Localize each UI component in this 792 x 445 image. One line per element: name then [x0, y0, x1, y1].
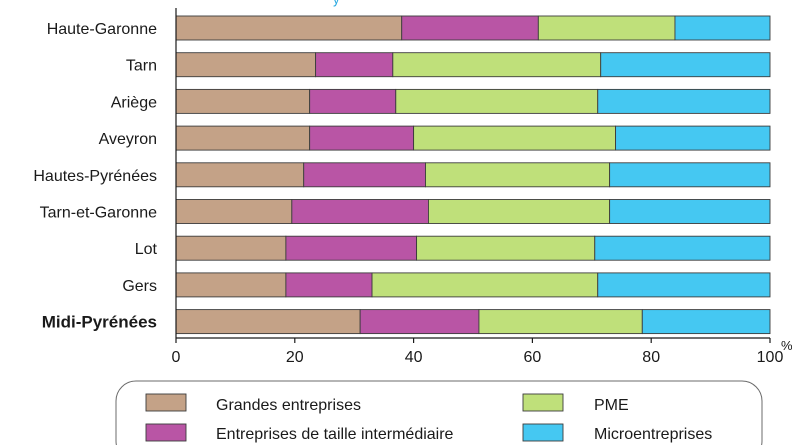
- bar-hautes-pyrenees-grandes-entreprises: [175, 162, 305, 188]
- legend-label-pme: PME: [594, 397, 629, 414]
- bar-gers-microentreprises: [597, 272, 771, 298]
- title-fragment: y: [333, 0, 340, 7]
- category-label-gers: Gers: [122, 278, 157, 295]
- x-tick-label: 40: [405, 349, 423, 366]
- category-label-aveyron: Aveyron: [99, 131, 157, 148]
- bar-ariege-pme: [395, 88, 599, 114]
- legend: Grandes entreprises PME Entreprises de tai…: [115, 380, 763, 445]
- bar-ariege-grandes-entreprises: [175, 88, 311, 114]
- x-tick-label: 20: [286, 349, 304, 366]
- category-label-lot: Lot: [135, 241, 158, 258]
- x-tick-label: 80: [642, 349, 660, 366]
- bar-tarn-entreprises-de-taille-intermediaire: [315, 52, 394, 78]
- category-label-ariege: Ariège: [111, 94, 157, 111]
- category-label-midi-pyrenees: Midi-Pyrénées: [42, 313, 157, 332]
- legend-swatch-microentreprises: [522, 423, 564, 442]
- bar-tarn-et-garonne-pme: [428, 199, 611, 224]
- legend-swatch-pme: [522, 393, 564, 412]
- bar-haute-garonne-microentreprises: [674, 15, 771, 41]
- bars-group: [175, 15, 771, 335]
- legend-label-microentreprises: Microentreprises: [594, 426, 712, 443]
- bar-lot-entreprises-de-taille-intermediaire: [285, 235, 418, 261]
- legend-swatch-grandes-entreprises: [145, 393, 187, 412]
- bar-tarn-et-garonne-entreprises-de-taille-intermediaire: [291, 199, 429, 224]
- bar-lot-grandes-entreprises: [175, 235, 287, 261]
- bar-lot-pme: [416, 235, 596, 261]
- bar-lot-microentreprises: [594, 235, 771, 261]
- bar-midi-pyrenees-grandes-entreprises: [175, 309, 361, 335]
- category-label-haute-garonne: Haute-Garonne: [47, 21, 157, 38]
- bar-midi-pyrenees-pme: [478, 309, 643, 335]
- x-axis: 0 20 40 60 80 100%: [172, 8, 792, 366]
- x-tick-label: 60: [524, 349, 542, 366]
- bar-hautes-pyrenees-entreprises-de-taille-intermediaire: [303, 162, 426, 188]
- x-tick-label: 100: [757, 349, 784, 366]
- bar-gers-entreprises-de-taille-intermediaire: [285, 272, 373, 298]
- bar-aveyron-grandes-entreprises: [175, 125, 311, 151]
- bar-tarn-et-garonne-microentreprises: [609, 199, 771, 224]
- category-labels: Haute-Garonne Tarn Ariège Aveyron Hautes-Pyr…: [33, 21, 157, 332]
- bar-hautes-pyrenees-pme: [425, 162, 611, 188]
- category-label-tarn: Tarn: [126, 58, 157, 75]
- bar-haute-garonne-grandes-entreprises: [175, 15, 403, 41]
- bar-ariege-entreprises-de-taille-intermediaire: [309, 88, 397, 114]
- x-unit-label: %: [781, 338, 792, 353]
- bar-tarn-pme: [392, 52, 602, 78]
- bar-hautes-pyrenees-microentreprises: [609, 162, 771, 188]
- bar-ariege-microentreprises: [597, 88, 771, 114]
- bar-tarn-microentreprises: [600, 52, 771, 78]
- bar-gers-pme: [371, 272, 599, 298]
- legend-label-entreprises-de-taille-intermediaire: Entreprises de taille intermédiaire: [216, 426, 454, 443]
- bar-midi-pyrenees-microentreprises: [641, 309, 771, 335]
- bar-aveyron-microentreprises: [615, 125, 771, 151]
- bar-aveyron-entreprises-de-taille-intermediaire: [309, 125, 415, 151]
- bar-tarn-grandes-entreprises: [175, 52, 317, 78]
- legend-label-grandes-entreprises: Grandes entreprises: [216, 397, 361, 414]
- bar-aveyron-pme: [413, 125, 617, 151]
- legend-swatch-entreprises-de-taille-intermediaire: [145, 423, 187, 442]
- bar-tarn-et-garonne-grandes-entreprises: [175, 199, 293, 224]
- bar-haute-garonne-pme: [537, 15, 676, 41]
- category-label-tarn-et-garonne: Tarn-et-Garonne: [40, 205, 157, 222]
- x-tick-label: 0: [172, 349, 181, 366]
- category-label-hautes-pyrenees: Hautes-Pyrénées: [33, 168, 157, 185]
- bar-gers-grandes-entreprises: [175, 272, 287, 298]
- bar-midi-pyrenees-entreprises-de-taille-intermediaire: [359, 309, 480, 335]
- bar-haute-garonne-entreprises-de-taille-intermediaire: [401, 15, 539, 41]
- legend-frame: [115, 380, 763, 445]
